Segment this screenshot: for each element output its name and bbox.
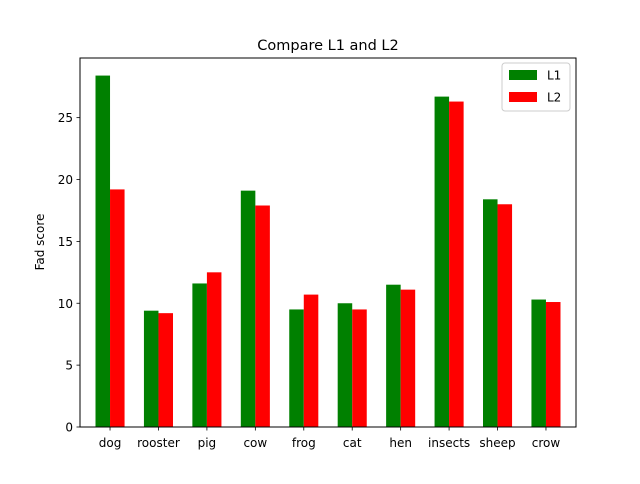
x-tick-label: cat bbox=[343, 436, 362, 450]
bar-l2-cow bbox=[255, 205, 270, 427]
bar-l1-cow bbox=[240, 190, 256, 427]
chart-title: Compare L1 and L2 bbox=[257, 38, 399, 54]
y-tick-label: 15 bbox=[58, 235, 73, 249]
y-tick-label: 20 bbox=[58, 173, 73, 187]
bar-l2-pig bbox=[206, 272, 222, 427]
x-tick-label: dog bbox=[99, 436, 122, 450]
x-tick-label: sheep bbox=[479, 436, 515, 450]
bar-l1-pig bbox=[192, 283, 207, 427]
y-tick-label: 0 bbox=[65, 421, 73, 435]
legend-swatch-l2 bbox=[509, 92, 537, 102]
legend-label-l2: L2 bbox=[547, 91, 561, 105]
bar-l2-cat bbox=[352, 309, 367, 427]
bar-l1-rooster bbox=[143, 310, 159, 427]
x-tick-label: rooster bbox=[137, 436, 180, 450]
bar-l1-frog bbox=[289, 309, 304, 427]
bar-l1-crow bbox=[531, 299, 546, 427]
bar-l2-dog bbox=[110, 189, 125, 427]
x-tick-label: pig bbox=[198, 436, 217, 450]
legend-swatch-l1 bbox=[509, 70, 537, 80]
bar-l1-hen bbox=[386, 284, 401, 427]
x-tick-label: cow bbox=[243, 436, 267, 450]
y-tick-label: 10 bbox=[58, 297, 73, 311]
plot-frame bbox=[79, 57, 577, 428]
bar-l1-dog bbox=[95, 75, 111, 428]
x-tick-label: hen bbox=[389, 436, 412, 450]
x-tick-label: insects bbox=[428, 436, 470, 450]
y-axis-ticks: 0 5 10 15 20 25 bbox=[58, 111, 80, 435]
x-tick-label: crow bbox=[532, 436, 561, 450]
bar-l2-rooster bbox=[158, 313, 173, 427]
bar-l2-hen bbox=[400, 289, 416, 427]
legend: L1 L2 bbox=[501, 62, 571, 112]
x-tick-label: frog bbox=[292, 436, 316, 450]
bar-l2-sheep bbox=[497, 204, 513, 427]
bars-group bbox=[95, 75, 561, 428]
x-axis-ticks: dog rooster pig cow frog cat hen insects sheep cr… bbox=[99, 427, 561, 450]
bar-l1-insects bbox=[434, 96, 450, 428]
y-tick-label: 25 bbox=[58, 111, 73, 125]
legend-label-l1: L1 bbox=[547, 69, 561, 83]
y-axis-label: Fad score bbox=[33, 214, 47, 271]
bar-l2-insects bbox=[449, 101, 464, 427]
y-tick-label: 5 bbox=[65, 359, 73, 373]
bar-l1-cat bbox=[337, 303, 353, 427]
bar-l1-sheep bbox=[483, 199, 498, 427]
bar-l2-crow bbox=[545, 302, 561, 427]
bar-l2-frog bbox=[303, 294, 319, 427]
